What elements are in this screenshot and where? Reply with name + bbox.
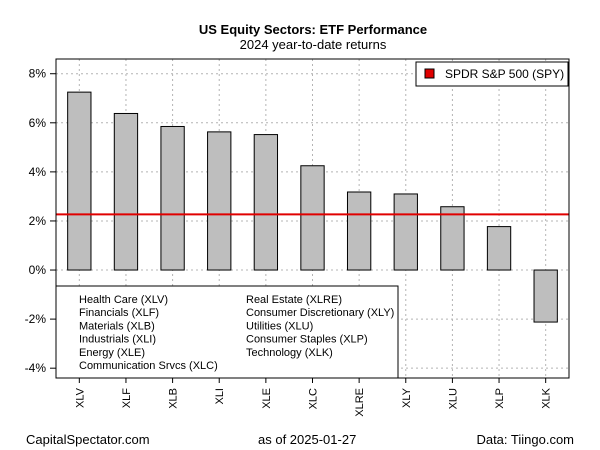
sector-key-item: Real Estate (XLRE) xyxy=(246,294,342,306)
as-of-date-label: as of 2025-01-27 xyxy=(258,432,357,447)
x-tick-label: XLU xyxy=(447,388,459,409)
y-tick-label: -2% xyxy=(25,312,47,326)
sector-key-item: Communication Srvcs (XLC) xyxy=(79,360,218,372)
y-tick-label: 8% xyxy=(29,67,47,81)
y-tick-label: 6% xyxy=(29,116,47,130)
y-tick-label: 2% xyxy=(29,214,47,228)
bar-xlp xyxy=(486,226,512,271)
sector-key-item: Consumer Discretionary (XLY) xyxy=(246,307,394,319)
source-site-label: CapitalSpectator.com xyxy=(26,432,150,447)
x-tick-label: XLF xyxy=(121,388,133,408)
sector-key-item: Industrials (XLI) xyxy=(79,334,156,346)
bar-xlu xyxy=(440,206,465,271)
x-tick-label: XLC xyxy=(308,388,320,409)
y-tick-label: 0% xyxy=(29,263,47,277)
legend-label: SPDR S&P 500 (SPY) xyxy=(445,67,564,81)
bar-xly xyxy=(393,193,418,271)
sector-key-box: Health Care (XLV)Financials (XLF)Materia… xyxy=(55,285,399,379)
bar-xle xyxy=(253,134,279,271)
sector-key-item: Energy (XLE) xyxy=(79,347,145,359)
bar-xli xyxy=(207,131,232,271)
y-tick-label: -4% xyxy=(25,361,47,375)
sector-key-item: Utilities (XLU) xyxy=(246,320,313,332)
x-tick-label: XLI xyxy=(214,388,226,405)
bar-xlre xyxy=(346,191,372,271)
sector-key-item: Health Care (XLV) xyxy=(79,294,168,306)
sector-key-item: Consumer Staples (XLP) xyxy=(246,334,368,346)
sector-key-item: Technology (XLK) xyxy=(246,347,333,359)
chart-title: US Equity Sectors: ETF Performance xyxy=(199,22,427,37)
legend-frame xyxy=(415,61,569,87)
legend-swatch xyxy=(424,68,435,79)
x-tick-label: XLY xyxy=(401,387,413,408)
bar-xlf xyxy=(113,112,139,271)
bar-xlb xyxy=(160,125,185,271)
x-tick-label: XLRE xyxy=(354,388,366,417)
legend: SPDR S&P 500 (SPY) xyxy=(415,61,569,87)
sector-key-frame xyxy=(55,285,399,379)
bar-xlk xyxy=(533,269,558,323)
sector-key-item: Financials (XLF) xyxy=(79,307,159,319)
x-tick-label: XLV xyxy=(74,387,86,408)
x-tick-label: XLB xyxy=(168,388,180,409)
x-tick-label: XLK xyxy=(541,387,553,408)
y-axis: -4% -2% 0% 2% 4% 6% 8% xyxy=(25,67,57,375)
plot-frame xyxy=(55,58,570,379)
bar-xlv xyxy=(67,91,92,271)
bars xyxy=(67,91,558,323)
sector-key-item: Materials (XLB) xyxy=(79,320,155,332)
chart-subtitle: 2024 year-to-date returns xyxy=(240,37,387,52)
data-credit-label: Data: Tiingo.com xyxy=(476,432,574,447)
x-tick-label: XLE xyxy=(261,388,273,409)
bar-xlc xyxy=(300,165,325,271)
x-tick-label: XLP xyxy=(494,388,506,409)
x-axis: XLV XLF XLB XLI XLE XLC XLRE XLY XLU XLP XLK xyxy=(74,378,553,417)
y-tick-label: 4% xyxy=(29,165,47,179)
